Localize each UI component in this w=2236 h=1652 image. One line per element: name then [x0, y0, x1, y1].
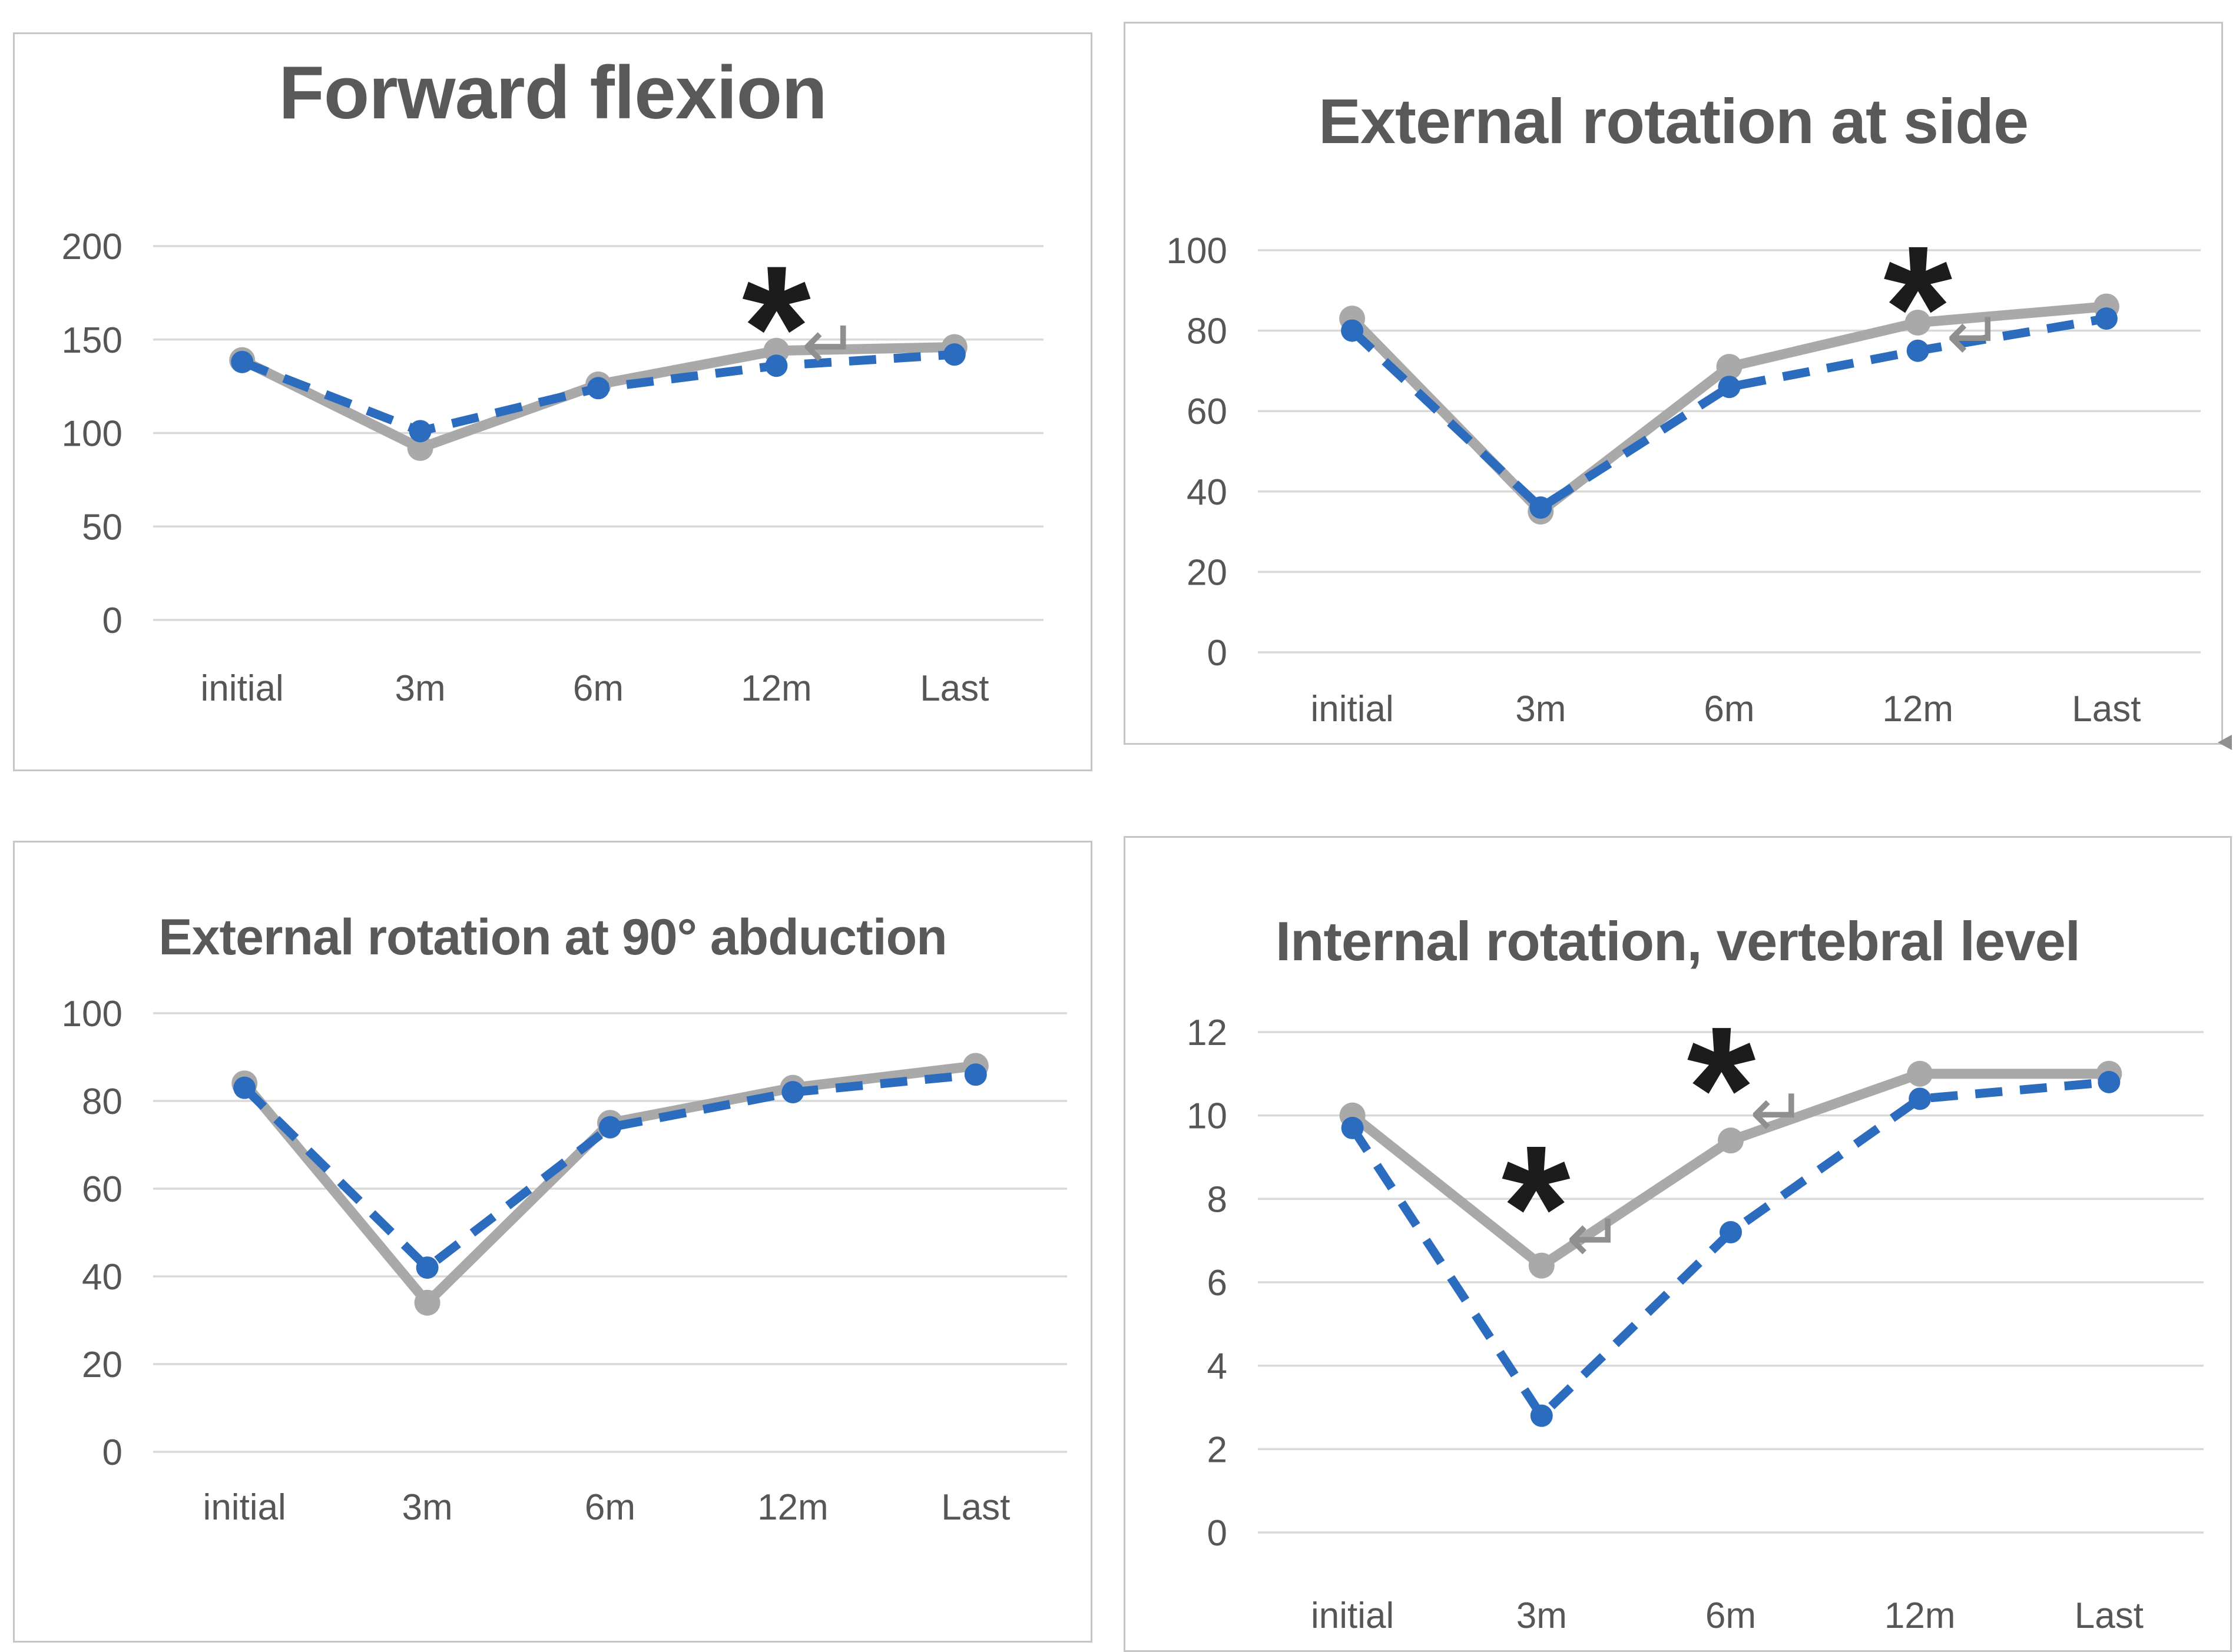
series-line-blue-dashed [1349, 314, 2108, 512]
significance-asterisk: * [1687, 990, 1756, 1187]
data-point-gray-solid [1718, 1127, 1744, 1154]
chart-title: External rotation at 90° abduction [158, 909, 947, 966]
x-axis-category-label: 12m [1884, 1595, 1956, 1636]
data-point-blue-dashed [2098, 1071, 2121, 1093]
chart-title: External rotation at side [1318, 85, 2029, 157]
data-point-blue-dashed [2095, 307, 2118, 330]
y-axis-tick-label: 0 [1207, 633, 1227, 674]
line-chart-external-rotation-at-side: 0 20 40 60 80 100 initial 3m 6m 12m Last *↵ [1167, 208, 2201, 729]
x-axis-category-label: 12m [1882, 689, 1953, 729]
data-point-blue-dashed [1529, 496, 1552, 519]
y-axis-tick-label: 40 [82, 1257, 122, 1298]
x-axis-category-label: Last [941, 1487, 1010, 1528]
data-point-blue-dashed [765, 354, 788, 377]
data-point-blue-dashed [1341, 319, 1364, 342]
data-point-gray-solid [1716, 354, 1743, 380]
x-axis-category-label: initial [203, 1487, 286, 1528]
x-axis-category-label: initial [201, 668, 284, 709]
x-axis-category-label: Last [920, 668, 989, 709]
x-axis-category-label: 12m [757, 1487, 829, 1528]
y-axis-tick-label: 60 [1187, 392, 1227, 432]
x-axis-category-label: initial [1310, 689, 1393, 729]
y-axis-tick-label: 6 [1207, 1263, 1227, 1303]
significance-asterisk: * [1502, 1108, 1571, 1306]
return-artifact-glyph: ↵ [1750, 1074, 1806, 1153]
y-axis-tick-label: 150 [62, 320, 122, 361]
data-point-blue-dashed [1906, 339, 1929, 362]
data-point-blue-dashed [1530, 1404, 1553, 1427]
chart-title: Forward flexion [279, 51, 827, 134]
significance-asterisk: * [742, 228, 811, 426]
data-point-blue-dashed [1341, 1116, 1364, 1139]
x-axis-category-label: 6m [1705, 1595, 1756, 1636]
significance-asterisk: * [1883, 208, 1952, 406]
y-axis-tick-label: 50 [82, 507, 122, 548]
y-axis-tick-label: 20 [82, 1345, 122, 1385]
y-axis-tick-label: 0 [102, 601, 122, 641]
y-axis-tick-label: 100 [1167, 231, 1227, 271]
y-axis-tick-label: 2 [1207, 1429, 1227, 1470]
x-axis-category-label: initial [1311, 1595, 1394, 1636]
data-point-gray-solid [1904, 309, 1931, 336]
data-point-blue-dashed [1909, 1087, 1932, 1110]
x-axis-category-label: 3m [1515, 689, 1566, 729]
data-point-gray-solid [414, 1289, 440, 1316]
y-axis-tick-label: 10 [1187, 1096, 1227, 1137]
data-point-gray-solid [1528, 1252, 1555, 1279]
line-chart-external-rotation-90-abduction: 0 20 40 60 80 100 initial 3m 6m 12m Last [62, 994, 1067, 1528]
data-point-gray-solid [1907, 1060, 1933, 1087]
x-axis-category-label: 12m [741, 668, 812, 709]
data-point-blue-dashed [233, 1076, 256, 1099]
x-axis-category-label: 6m [1704, 689, 1754, 729]
data-point-blue-dashed [416, 1256, 439, 1279]
x-axis-category-label: 3m [395, 668, 446, 709]
x-axis-category-label: 3m [402, 1487, 453, 1528]
y-axis-tick-label: 4 [1207, 1346, 1227, 1387]
line-chart-forward-flexion: 0 50 100 150 200 initial 3m 6m 12m Last *↵ [62, 227, 1044, 709]
data-point-blue-dashed [964, 1063, 987, 1086]
data-point-blue-dashed [231, 350, 254, 373]
series-line-blue-dashed [241, 1070, 976, 1272]
y-axis-tick-label: 0 [1207, 1513, 1227, 1554]
data-point-gray-solid [407, 434, 433, 461]
chart-panel-external-rotation-90-abduction: External rotation at 90° abduction 0 20 40… [13, 841, 1092, 1643]
data-point-blue-dashed [943, 343, 966, 366]
data-point-blue-dashed [409, 420, 432, 443]
data-point-blue-dashed [1720, 1221, 1742, 1243]
return-artifact-glyph: ↵ [801, 306, 858, 384]
y-axis-tick-label: 80 [82, 1082, 122, 1122]
x-axis-category-label: Last [2075, 1595, 2144, 1636]
data-point-blue-dashed [1718, 376, 1741, 399]
x-axis-category-label: 6m [585, 1487, 635, 1528]
data-point-blue-dashed [599, 1116, 621, 1139]
x-axis-category-label: 3m [1516, 1595, 1567, 1636]
chart-title: Internal rotation, vertebral level [1276, 910, 2081, 972]
y-axis-tick-label: 8 [1207, 1179, 1227, 1220]
y-axis-tick-label: 80 [1187, 311, 1227, 352]
chart-panel-forward-flexion: Forward flexion 0 50 100 150 200 initial 3m 6m 1… [13, 32, 1092, 771]
y-axis-tick-label: 40 [1187, 472, 1227, 513]
y-axis-tick-label: 200 [62, 227, 122, 267]
corner-artifact-mark [2218, 735, 2232, 750]
y-axis-tick-label: 60 [82, 1169, 122, 1210]
x-axis-category-label: 6m [573, 668, 624, 709]
y-axis-tick-label: 20 [1187, 552, 1227, 593]
data-point-blue-dashed [587, 377, 609, 400]
y-axis-tick-label: 0 [102, 1432, 122, 1473]
return-artifact-glyph: ↵ [1566, 1199, 1623, 1278]
return-artifact-glyph: ↵ [1946, 297, 2003, 376]
chart-panel-external-rotation-at-side: External rotation at side 0 20 40 60 80 100 in… [1124, 22, 2232, 750]
data-point-blue-dashed [781, 1081, 804, 1104]
chart-panel-internal-rotation-vertebral-level: Internal rotation, vertebral level 0 2 4 6 8… [1124, 836, 2232, 1652]
y-axis-tick-label: 100 [62, 994, 122, 1034]
x-axis-category-label: Last [2072, 689, 2141, 729]
y-axis-tick-label: 100 [62, 414, 122, 455]
y-axis-tick-label: 12 [1187, 1013, 1227, 1053]
